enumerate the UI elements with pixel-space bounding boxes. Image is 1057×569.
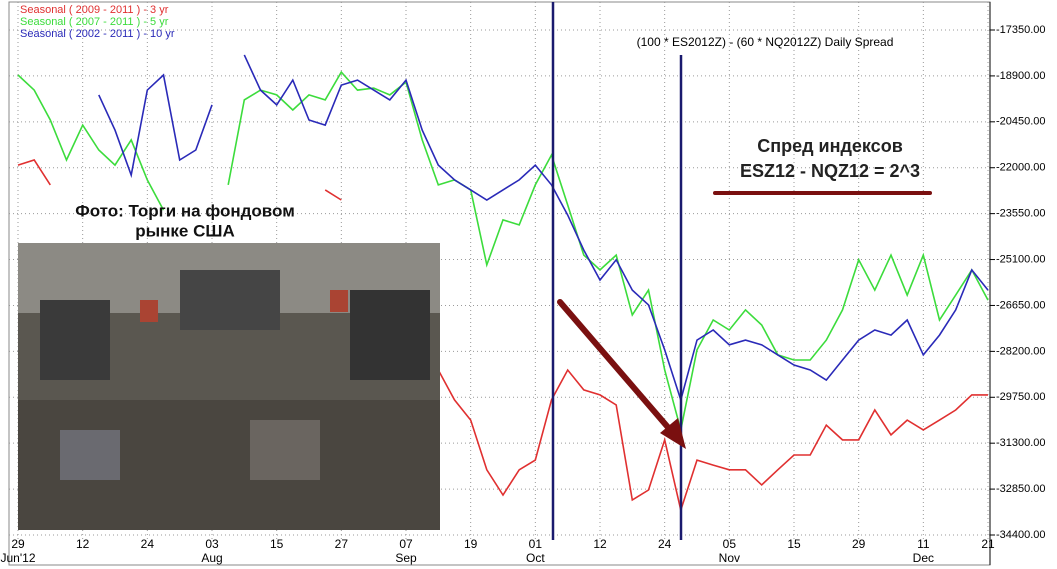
x-tick-label: 03 (205, 537, 219, 551)
y-tick-label: -28200.00 (996, 345, 1046, 357)
x-tick-label: Nov (719, 551, 740, 565)
series-line (17, 70, 989, 431)
x-tick-label: Jun'12 (1, 551, 36, 565)
x-tick-label: 29 (11, 537, 25, 551)
y-tick-label: -18900.00 (996, 70, 1046, 82)
x-tick-label: 15 (787, 537, 801, 551)
x-tick-label: 11 (917, 537, 930, 551)
x-tick-label: Sep (395, 551, 417, 565)
photo (18, 243, 440, 530)
y-tick-label: -22000.00 (996, 162, 1046, 174)
x-tick-label: 24 (141, 537, 155, 551)
x-tick-label: Dec (913, 551, 934, 565)
arrow (557, 299, 686, 449)
y-tick-label: -23550.00 (996, 208, 1046, 220)
annotation: ESZ12 - NQZ12 = 2^3 (740, 161, 920, 181)
x-tick-label: 24 (658, 537, 672, 551)
x-tick-label: 07 (399, 537, 413, 551)
y-tick-label: -31300.00 (996, 437, 1046, 449)
x-tick-label: Oct (526, 551, 545, 565)
y-tick-label: -32850.00 (996, 483, 1046, 495)
x-tick-label: 19 (464, 537, 478, 551)
x-tick-label: 05 (723, 537, 737, 551)
series-line (98, 54, 989, 403)
x-tick-label: 27 (335, 537, 349, 551)
x-tick-label: 12 (76, 537, 90, 551)
legend-entry: Seasonal ( 2009 - 2011 ) - 3 yr (20, 4, 169, 16)
annotation: Спред индексов (757, 136, 903, 156)
annotation: рынке США (135, 221, 235, 240)
y-tick-label: -20450.00 (996, 116, 1046, 128)
annotation: Фото: Торги на фондовом (75, 201, 295, 220)
chart-title: (100 * ES2012Z) - (60 * NQ2012Z) Daily S… (637, 35, 894, 49)
series-line (17, 159, 988, 514)
x-tick-label: 29 (852, 537, 866, 551)
y-tick-label: -25100.00 (996, 253, 1046, 265)
x-tick-label: 12 (593, 537, 607, 551)
y-tick-label: -26650.00 (996, 299, 1046, 311)
legend-entry: Seasonal ( 2002 - 2011 ) - 10 yr (20, 28, 175, 40)
y-tick-label: -17350.00 (996, 24, 1046, 36)
x-tick-label: 01 (529, 537, 543, 551)
y-tick-label: -34400.00 (996, 529, 1046, 541)
x-tick-label: 21 (981, 537, 995, 551)
y-tick-label: -29750.00 (996, 391, 1046, 403)
x-tick-label: Aug (201, 551, 222, 565)
x-tick-label: 15 (270, 537, 284, 551)
legend-entry: Seasonal ( 2007 - 2011 ) - 5 yr (20, 16, 169, 28)
